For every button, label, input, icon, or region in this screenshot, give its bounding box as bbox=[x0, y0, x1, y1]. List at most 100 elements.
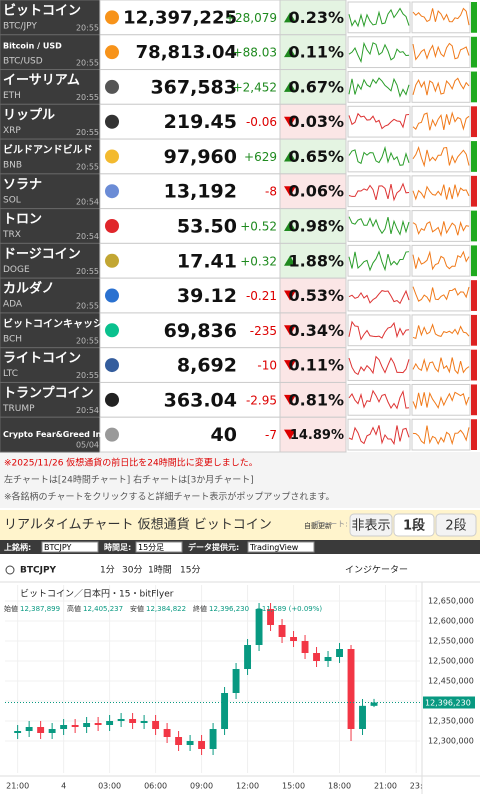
select-value[interactable]: TradingView bbox=[249, 543, 299, 552]
chart-3m[interactable] bbox=[411, 314, 471, 347]
toolbar-item[interactable]: 1分 bbox=[100, 565, 115, 576]
select-value[interactable]: BTCJPY bbox=[44, 543, 72, 552]
candle-body bbox=[163, 729, 171, 737]
chart-3m[interactable] bbox=[411, 36, 471, 69]
trend-bar bbox=[471, 349, 477, 381]
coin-name[interactable]: トランプコイン bbox=[3, 386, 94, 401]
coin-name[interactable]: トロン bbox=[3, 212, 42, 227]
chart-3m[interactable] bbox=[411, 175, 471, 208]
select-value[interactable]: 15分足 bbox=[138, 543, 164, 552]
sparkline-3m bbox=[412, 357, 470, 375]
toolbar-item[interactable]: 15分 bbox=[180, 565, 200, 576]
select-box[interactable] bbox=[41, 541, 99, 553]
toolbar-item[interactable]: BTCJPY bbox=[20, 566, 57, 576]
select-box[interactable] bbox=[135, 541, 183, 553]
chart-3m[interactable] bbox=[411, 140, 471, 173]
price: 367,583 bbox=[150, 76, 237, 98]
coin-name[interactable]: イーサリアム bbox=[3, 73, 80, 88]
update-time: 20:54 bbox=[76, 197, 99, 206]
candle-body bbox=[175, 737, 183, 745]
chart-button[interactable] bbox=[435, 513, 477, 537]
note: ※2025/11/26 仮想通貨の前日比を24時間比に変更しました。 bbox=[4, 457, 258, 469]
coin-name[interactable]: リップル bbox=[3, 108, 55, 123]
update-time: 20:55 bbox=[76, 336, 99, 345]
y-tick-label: 12,350,000 bbox=[428, 717, 474, 726]
candle-body bbox=[267, 609, 275, 625]
candle-body bbox=[221, 693, 229, 729]
sparkline-3m bbox=[412, 42, 470, 61]
chart-3m[interactable] bbox=[411, 418, 471, 451]
x-tick-label: 09:00 bbox=[190, 782, 213, 791]
chart-button-label[interactable]: 非表示 bbox=[351, 519, 390, 534]
name-cell bbox=[0, 312, 101, 349]
coin-symbol: TRX bbox=[2, 230, 21, 240]
chart-24h[interactable] bbox=[347, 140, 411, 173]
coin-name[interactable]: Bitcoin / USD bbox=[3, 41, 62, 50]
coin-icon bbox=[105, 184, 119, 199]
percent-change: 14.89% bbox=[290, 428, 344, 443]
select-box[interactable] bbox=[247, 541, 315, 553]
chart-24h[interactable] bbox=[347, 244, 411, 277]
chart-24h[interactable] bbox=[347, 71, 411, 103]
toolbar-item[interactable]: 30分 bbox=[122, 565, 142, 576]
sparkline-3m bbox=[412, 220, 470, 238]
coin-symbol: LTC bbox=[3, 369, 18, 379]
coin-name[interactable]: Crypto Fear&Greed Index bbox=[3, 430, 118, 439]
chart-3m[interactable] bbox=[411, 279, 471, 312]
trend-bar bbox=[471, 419, 477, 450]
sparkline-24h bbox=[348, 112, 410, 130]
coin-name[interactable]: ソラナ bbox=[3, 177, 42, 192]
trend-bar bbox=[471, 2, 477, 33]
coin-icon bbox=[105, 288, 119, 303]
coin-name[interactable]: カルダノ bbox=[3, 281, 55, 297]
y-tick-label: 12,300,000 bbox=[428, 737, 474, 746]
chart-24h[interactable] bbox=[347, 383, 411, 416]
candle-body bbox=[140, 721, 148, 723]
chart-button[interactable] bbox=[393, 513, 435, 537]
percent-change: 0.98% bbox=[288, 217, 344, 236]
coin-name[interactable]: ビットコイン bbox=[3, 3, 81, 19]
price-cell bbox=[99, 0, 281, 36]
coin-name[interactable]: ビットコインキャッシュ bbox=[3, 317, 113, 330]
coin-name[interactable]: ライトコイン bbox=[3, 351, 81, 366]
chart-button[interactable] bbox=[349, 513, 393, 537]
chart-3m[interactable] bbox=[411, 1, 471, 34]
realtime-title: リアルタイムチャート 仮想通貨 ビットコイン bbox=[4, 517, 272, 533]
percent-change: 0.03% bbox=[288, 112, 344, 131]
chart-button-label[interactable]: 1段 bbox=[403, 518, 425, 534]
change: +2,452 bbox=[233, 80, 277, 94]
candle-body bbox=[347, 649, 355, 729]
coin-name[interactable]: ドージコイン bbox=[3, 247, 81, 262]
candle-body bbox=[324, 657, 332, 661]
chart-24h[interactable] bbox=[347, 349, 411, 381]
chart-24h[interactable] bbox=[347, 418, 411, 451]
update-time: 20:55 bbox=[76, 24, 99, 33]
y-tick-label: 12,600,000 bbox=[428, 617, 474, 626]
chart-3m[interactable] bbox=[411, 244, 471, 277]
last-price-label: 12,396,230 bbox=[425, 699, 471, 708]
chart-24h[interactable] bbox=[347, 210, 411, 242]
sparkline-24h bbox=[348, 355, 410, 376]
coin-name[interactable]: ビルドアンドビルド bbox=[3, 143, 93, 156]
candle-body bbox=[129, 719, 137, 723]
chart-3m[interactable] bbox=[411, 383, 471, 416]
chart-24h[interactable] bbox=[347, 279, 411, 312]
chart-3m[interactable] bbox=[411, 349, 471, 381]
direction-arrow bbox=[284, 116, 296, 127]
percent-change: 0.34% bbox=[288, 321, 344, 340]
notes-bg bbox=[0, 452, 480, 508]
chart-3m[interactable] bbox=[411, 71, 471, 103]
price: 69,836 bbox=[164, 320, 237, 342]
trend-bar bbox=[471, 384, 477, 416]
sparkline-24h bbox=[348, 289, 410, 305]
toolbar-item[interactable]: 1時間 bbox=[148, 565, 172, 576]
chart-24h[interactable] bbox=[347, 1, 411, 34]
toolbar-item[interactable]: インジケーター bbox=[345, 565, 408, 576]
toolbar-search bbox=[5, 565, 15, 575]
candle-body bbox=[152, 721, 160, 729]
chart-button-label[interactable]: 2段 bbox=[445, 519, 466, 534]
ohlc-value: 12,396,230 bbox=[209, 605, 249, 613]
price: 363.04 bbox=[164, 389, 237, 411]
coin-icon bbox=[105, 149, 119, 164]
